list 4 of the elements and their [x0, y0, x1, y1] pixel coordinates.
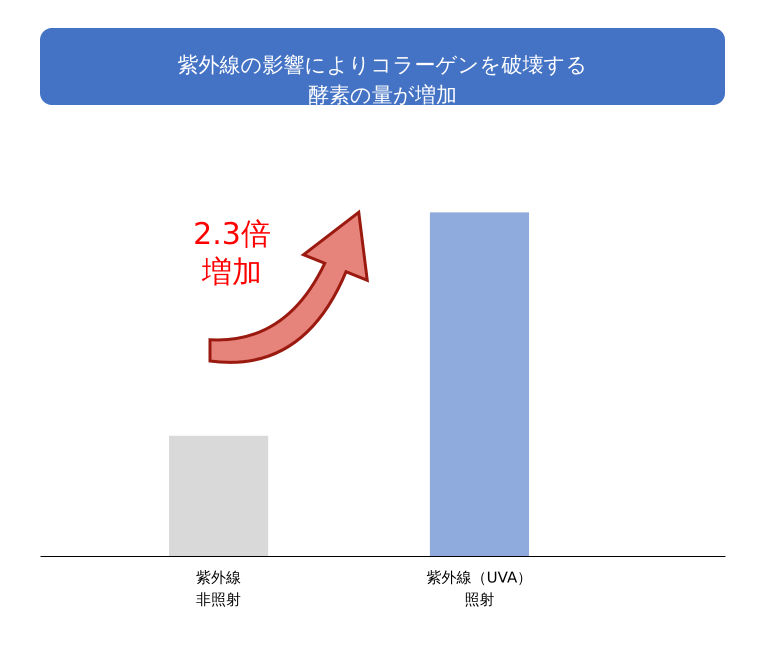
x-tick-label: 紫外線非照射 [196, 568, 242, 608]
chart-title: 紫外線の影響によりコラーゲンを破壊する酵素の量が増加 [178, 53, 588, 107]
x-tick-label: 紫外線（UVA）照射 [426, 568, 532, 608]
annotation: 2.3倍増加 [193, 217, 271, 290]
